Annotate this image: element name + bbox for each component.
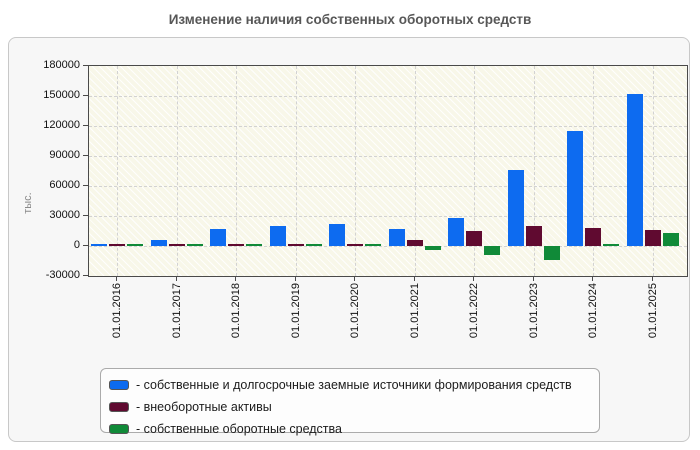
bar-noncurrent-assets [347, 244, 363, 246]
bar-noncurrent-assets [644, 230, 661, 246]
y-tick-mark [83, 65, 88, 66]
plot-area [88, 65, 688, 277]
legend-item: - собственные оборотные средства [109, 419, 342, 439]
v-gridline [355, 66, 356, 276]
v-gridline [295, 66, 297, 276]
h-gridline [89, 216, 687, 217]
x-tick-label: 01.01.2018 [230, 283, 242, 339]
h-gridline [89, 246, 687, 247]
x-tick-label: 01.01.2025 [646, 283, 659, 339]
y-tick-label: 60000 [49, 179, 80, 191]
v-gridline [236, 66, 237, 276]
bar-sources [388, 229, 405, 246]
h-gridline [89, 186, 687, 187]
bar-noncurrent-assets [406, 239, 423, 246]
x-tick-mark [473, 276, 474, 281]
legend-swatch-icon [109, 402, 129, 412]
bar-sources [507, 170, 524, 246]
y-tick-mark [83, 155, 88, 156]
bar-own-working-capital [305, 244, 322, 246]
x-tick-label: 01.01.2019 [289, 283, 302, 339]
x-tick-label: 01.01.2020 [349, 283, 361, 339]
x-tick-mark [532, 276, 534, 281]
x-tick-mark [651, 276, 653, 281]
x-tick-label: 01.01.2022 [468, 283, 480, 339]
bar-noncurrent-assets [466, 231, 482, 246]
bar-sources [329, 224, 345, 246]
bar-sources [567, 131, 583, 246]
bar-own-working-capital [186, 244, 203, 246]
legend-label: - внеоборотные активы [136, 400, 272, 414]
v-gridline [593, 66, 594, 276]
x-tick-mark [354, 276, 355, 281]
x-tick-mark [294, 276, 296, 281]
bar-noncurrent-assets [525, 226, 542, 246]
bar-sources [626, 94, 643, 246]
legend-label: - собственные оборотные средства [136, 422, 342, 436]
bar-own-working-capital [246, 244, 262, 246]
y-tick-label: -30000 [45, 269, 80, 281]
bar-own-working-capital [127, 244, 143, 246]
v-gridline [414, 66, 416, 276]
x-tick-mark [235, 276, 236, 281]
bar-own-working-capital [484, 246, 500, 255]
bar-noncurrent-assets [228, 244, 244, 246]
bar-own-working-capital [424, 246, 441, 250]
bar-sources [210, 229, 226, 246]
bar-own-working-capital [365, 244, 381, 246]
v-gridline [117, 66, 118, 276]
bar-noncurrent-assets [168, 244, 185, 246]
y-tick-mark [83, 185, 88, 186]
bar-sources [91, 244, 107, 246]
x-tick-label: 01.01.2021 [408, 283, 421, 339]
x-tick-mark [116, 276, 117, 281]
chart-title: Изменение наличия собственных оборотных … [168, 12, 532, 27]
y-tick-label: 180000 [43, 59, 80, 71]
y-tick-mark [83, 275, 88, 276]
y-tick-label: 150000 [43, 89, 80, 101]
legend-item: - внеоборотные активы [109, 397, 272, 417]
v-gridline [176, 66, 178, 276]
y-tick-label: 90000 [49, 149, 80, 161]
bar-sources [269, 226, 286, 246]
x-tick-mark [592, 276, 593, 281]
h-gridline [89, 126, 687, 127]
y-tick-label: 0 [73, 239, 80, 251]
legend-label: - собственные и долгосрочные заемные ист… [136, 378, 572, 392]
x-tick-label: 01.01.2017 [170, 283, 183, 339]
h-gridline [89, 156, 687, 157]
legend-swatch-icon [109, 380, 129, 390]
y-tick-mark [83, 215, 88, 216]
bar-own-working-capital [543, 246, 560, 260]
bar-sources [150, 240, 167, 246]
x-tick-label: 01.01.2024 [587, 283, 599, 339]
bar-own-working-capital [662, 233, 679, 246]
x-tick-mark [175, 276, 177, 281]
x-tick-label: 01.01.2016 [111, 283, 123, 339]
x-tick-mark [413, 276, 415, 281]
x-tick-label: 01.01.2023 [527, 283, 540, 339]
bar-noncurrent-assets [287, 244, 304, 246]
h-gridline [89, 96, 687, 97]
legend-item: - собственные и долгосрочные заемные ист… [109, 375, 572, 395]
v-gridline [533, 66, 535, 276]
bar-noncurrent-assets [585, 228, 601, 246]
y-tick-label: 120000 [43, 119, 80, 131]
bar-own-working-capital [603, 244, 619, 246]
bar-sources [448, 218, 464, 246]
y-tick-label: 30000 [49, 209, 80, 221]
bar-noncurrent-assets [109, 244, 125, 246]
y-tick-mark [83, 95, 88, 96]
y-tick-mark [83, 125, 88, 126]
v-gridline [474, 66, 475, 276]
v-gridline [652, 66, 654, 276]
legend-swatch-icon [109, 424, 129, 434]
chart-legend: - собственные и долгосрочные заемные ист… [100, 368, 600, 436]
y-tick-mark [83, 245, 88, 246]
